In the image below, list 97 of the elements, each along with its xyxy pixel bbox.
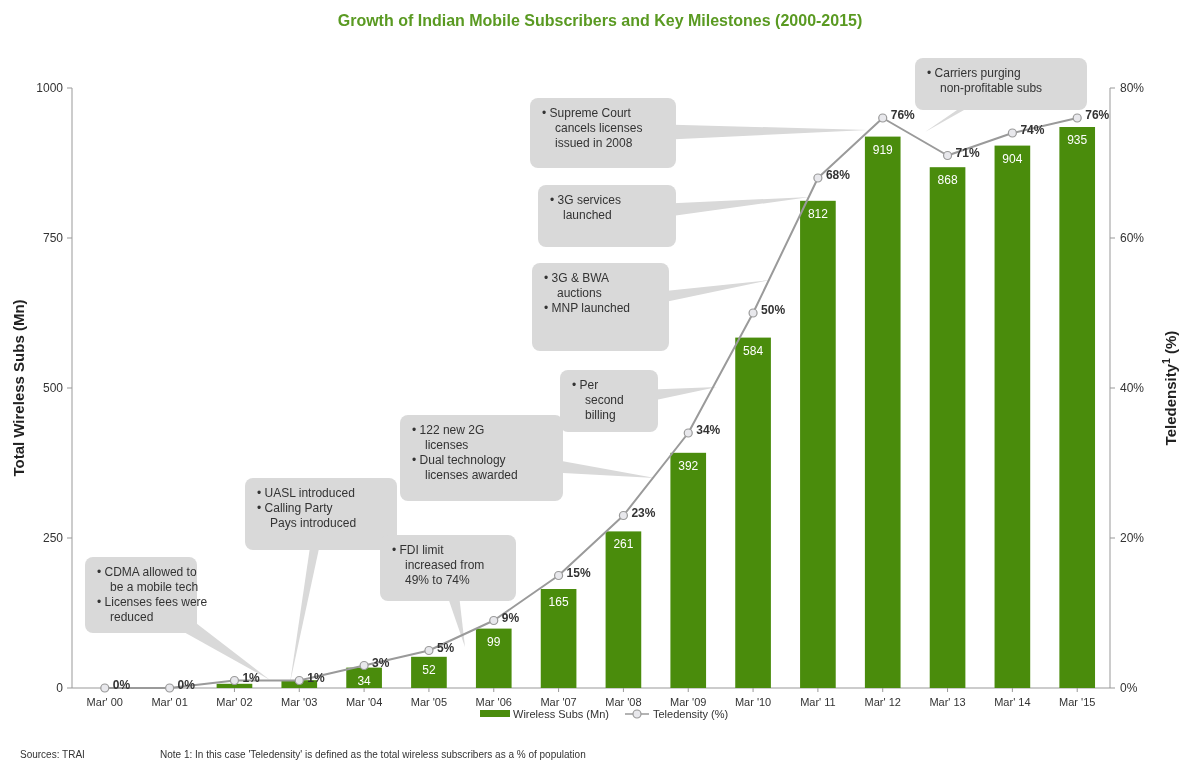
x-tick-label: Mar '03 [281,696,318,708]
bar [864,136,901,688]
point [813,173,823,183]
annotation: • CDMA allowed to be a mobile tech • Licenses fees were reduced [97,565,208,624]
data-label: 68% [825,168,851,182]
x-tick-label: Mar' 02 [216,696,253,708]
bar [929,167,966,688]
data-label: 99 [487,634,501,649]
data-label: 0% [112,678,131,692]
x-tick-label: Mar '05 [410,696,448,708]
y-tick-label: 250 [42,531,64,545]
data-label: 919 [872,142,894,157]
bar [475,628,512,688]
data-label: 76% [890,108,916,122]
data-label: 868 [937,173,958,188]
x-tick-label: Mar '09 [670,696,707,708]
annotation: • Per second billing [572,378,624,422]
y2-tick-label: 20% [1120,531,1145,545]
point [359,660,369,671]
data-label: 261 [613,537,634,552]
source-note: Sources: TRAI [20,749,85,760]
annotation: • 3G & BWA auctions • MNP launched [544,271,631,315]
point [294,675,304,686]
data-label: 9% [501,610,520,625]
data-label: 3% [372,655,390,670]
data-label: 5% [436,640,455,655]
legend-label: Wireless Subs (Mn) [513,708,609,720]
data-label: 52 [422,662,436,677]
annotation: • FDI limit increased from 49% to 74% [392,543,485,587]
x-tick-label: Mar' 14 [994,696,1031,708]
data-label: 50% [761,303,786,317]
x-tick-label: Mar' 11 [800,696,836,708]
point [489,615,499,626]
data-label: 165 [548,595,569,609]
data-label: 812 [807,206,829,221]
point [878,113,888,123]
y-tick-label: 750 [42,231,64,245]
annotation: • 3G services launched [550,193,621,222]
point [748,308,758,318]
point [618,510,629,521]
point [1007,128,1017,138]
point [229,675,240,686]
y2-tick-label: 80% [1120,81,1145,95]
data-label: 935 [1067,133,1088,147]
bar [1059,127,1096,688]
bar [411,656,447,688]
y-axis-title: Total Wireless Subs (Mn) [10,299,27,477]
point [165,683,175,693]
bar [994,145,1031,688]
bar [670,452,707,688]
annotation: • Supreme Court cancels licenses issued in 2008 [542,106,643,150]
data-label: 74% [1020,123,1045,137]
bar [605,531,642,688]
annotation: • Carriers purging non-profitable subs [927,66,1043,95]
data-label: 392 [678,458,699,473]
data-label: 71% [955,145,980,160]
bar [735,337,771,688]
x-tick-label: Mar '15 [1059,696,1096,708]
data-label: 0% [177,678,196,692]
point [553,570,564,581]
data-label: 15% [566,565,591,580]
x-tick-label: Mar' 01 [151,696,188,708]
x-tick-label: Mar '07 [540,696,577,708]
point [1072,113,1082,123]
y-tick-label: 1000 [36,81,64,95]
annotation: • UASL introduced • Calling Party Pays introduced [257,486,357,530]
legend-label: Teledensity (%) [653,708,729,720]
annotation: • 122 new 2G licenses • Dual technology licenses awarded [412,423,518,482]
point [100,683,110,693]
x-tick-label: Mar '08 [605,696,642,708]
data-label: 1% [242,670,261,685]
data-label: 34% [696,423,721,437]
y2-tick-label: 0% [1120,681,1138,695]
x-tick-label: Mar' 13 [929,696,966,708]
y-tick-label: 500 [42,381,64,395]
text: Note 1: In this case 'Teledensity' is defined as the total wireless subscribers as a % of population [160,749,586,760]
chart-title: Growth of Indian Mobile Subscribers and Key Milestones (2000-2015) [337,12,863,29]
bar [800,200,836,688]
y2-tick-label: 40% [1120,381,1145,395]
point [683,428,693,438]
data-label: 76% [1085,108,1110,122]
point [942,150,953,161]
x-tick-label: Mar '10 [734,696,772,708]
x-tick-label: Mar '06 [475,696,512,708]
bar [540,589,577,688]
x-tick-label: Mar' 00 [86,696,123,708]
point [424,645,434,656]
data-label: 23% [631,505,656,520]
bar [216,683,253,688]
y2-tick-label: 60% [1120,231,1145,245]
data-label: 34 [357,673,372,688]
data-label: 1% [307,670,325,685]
x-tick-label: Mar '04 [345,696,383,708]
x-tick-label: Mar' 12 [864,696,901,708]
data-label: 904 [1002,151,1023,166]
y-tick-label: 0 [56,681,64,695]
data-label: 584 [743,343,764,358]
